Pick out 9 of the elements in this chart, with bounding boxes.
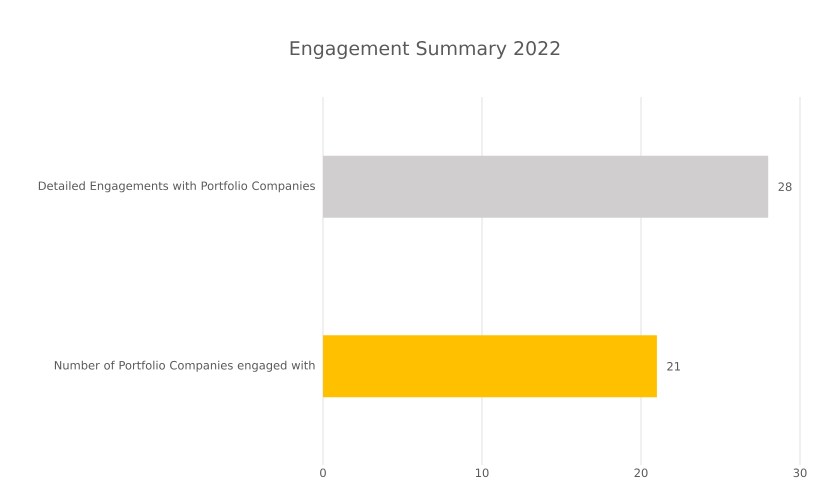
x-tick-label: 10: [476, 468, 489, 478]
x-tick-label: 20: [634, 468, 648, 478]
y-tick-label: Detailed Engagements with Portfolio Companies: [38, 181, 315, 192]
data-label: 28: [778, 182, 792, 192]
data-label: 21: [667, 362, 680, 371]
x-tick-label: 0: [320, 468, 326, 478]
x-tick-label: 30: [794, 468, 807, 478]
chart-title: Engagement Summary 2022: [290, 41, 560, 59]
y-tick-label: Number of Portfolio Companies engaged with: [54, 360, 315, 372]
